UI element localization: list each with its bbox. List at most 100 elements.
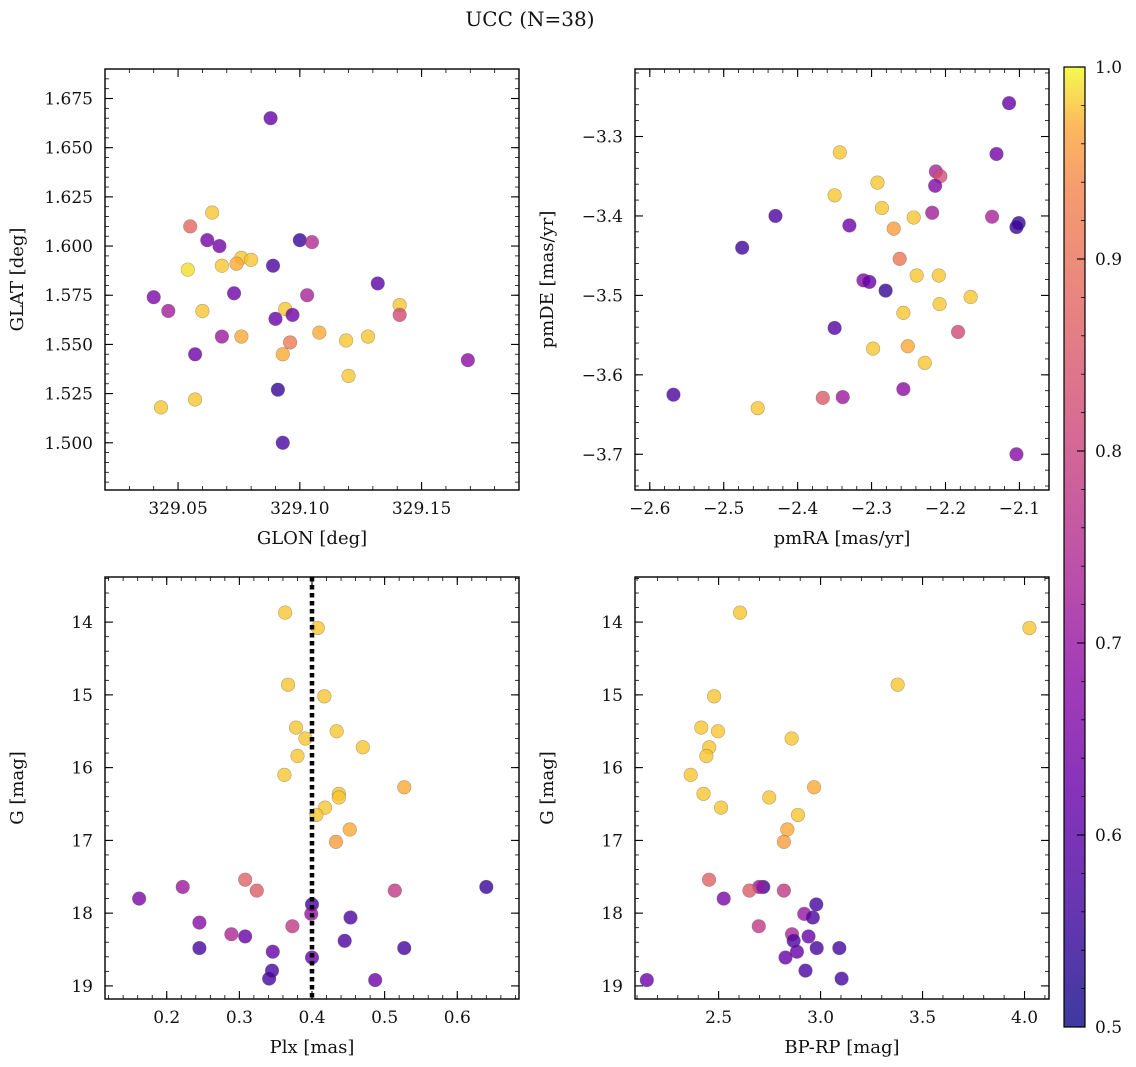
scatter-point	[205, 205, 220, 220]
x-tick-label: 329.15	[392, 499, 451, 519]
scatter-point	[343, 910, 358, 925]
scatter-point	[479, 879, 494, 895]
scatter-point	[1009, 219, 1024, 235]
y-tick-label: 17	[71, 831, 93, 851]
x-axis-label: pmRA [mas/yr]	[774, 528, 911, 549]
y-axis-label: G [mag]	[7, 751, 28, 824]
scatter-point	[265, 944, 280, 959]
plot-frame	[104, 68, 520, 491]
scatter-point	[360, 329, 376, 344]
scatter-point	[268, 311, 283, 326]
scatter-point	[153, 400, 169, 415]
scatter-point	[776, 883, 791, 898]
scatter-point	[229, 256, 244, 271]
scatter-point	[397, 940, 412, 956]
x-tick-label: 0.6	[444, 1008, 471, 1028]
scatter-point	[925, 205, 940, 220]
scatter-point	[304, 235, 320, 250]
scatter-point	[285, 307, 300, 323]
scatter-point	[832, 145, 847, 160]
scatter-point	[827, 320, 842, 336]
scatter-point	[285, 919, 300, 934]
x-axis-label: GLON [deg]	[257, 528, 367, 549]
y-tick-label: −3.5	[582, 286, 623, 306]
scatter-point	[827, 188, 842, 203]
scatter-point	[909, 268, 924, 283]
x-tick-label: 0.4	[298, 1008, 325, 1028]
scatter-point	[1022, 620, 1037, 636]
y-tick-label: 14	[601, 613, 623, 633]
colorbar-tick-label: 0.8	[1095, 442, 1122, 462]
scatter-point	[317, 689, 332, 704]
scatter-point	[341, 368, 356, 383]
x-tick-label: 329.10	[270, 499, 329, 519]
x-tick-label: 3.0	[807, 1008, 834, 1028]
scatter-point	[175, 879, 190, 895]
scatter-point	[355, 740, 370, 755]
scatter-point	[906, 210, 921, 225]
scatter-point	[183, 219, 198, 234]
scatter-point	[780, 822, 795, 837]
panel-pm: −2.6 −2.5 −2.4 −2.3 −2.2 −2.1 −3.7 −3.6 −3.5 −3.4…	[537, 68, 1050, 549]
scatter-point	[886, 221, 901, 236]
scatter-point	[896, 382, 911, 397]
scatter-point	[639, 972, 654, 988]
y-tick-label: 14	[71, 613, 93, 633]
scatter-point	[834, 971, 849, 986]
x-tick-label: 329.05	[148, 499, 207, 519]
scatter-point	[195, 303, 210, 319]
y-tick-label: −3.7	[582, 445, 623, 465]
colorbar-tick-label: 0.7	[1095, 634, 1122, 654]
y-tick-label: 1.600	[44, 237, 93, 257]
panel-cmd: 2.5 3.0 3.5 4.0 14 15 16 17 18 19 BP-RP [mag] G [ma…	[537, 576, 1050, 1058]
y-tick-label: 16	[601, 759, 623, 779]
scatter-point	[963, 289, 978, 305]
scatter-point	[188, 392, 203, 407]
scatter-point	[226, 286, 242, 301]
scatter-point	[862, 274, 877, 289]
scatter-point	[312, 325, 327, 340]
scatter-point	[200, 233, 215, 248]
scatter-point	[892, 251, 907, 266]
scatter-point	[683, 767, 698, 783]
scatter-point	[146, 290, 161, 305]
scatter-point	[329, 724, 344, 739]
scatter-point	[809, 897, 824, 912]
scatter-point	[277, 767, 292, 783]
scatter-point	[337, 933, 352, 948]
x-tick-label: 0.3	[226, 1008, 253, 1028]
scatter-point	[776, 834, 791, 849]
scatter-point	[280, 677, 296, 692]
scatter-point	[234, 329, 249, 344]
scatter-point	[1001, 96, 1017, 111]
scatter-point	[262, 971, 277, 986]
scatter-point	[931, 268, 946, 283]
scatter-point	[735, 240, 750, 255]
x-tick-label: 0.5	[371, 1008, 398, 1028]
scatter-point	[224, 927, 239, 942]
x-axis-label: BP-RP [mag]	[784, 1037, 899, 1058]
scatter-point	[263, 111, 278, 126]
panel-plx-g: 0.2 0.3 0.4 0.5 0.6 14 15 16 17 18 19 Plx [mas] G [m…	[7, 576, 520, 1058]
scatter-points	[146, 111, 475, 450]
y-tick-label: 16	[71, 759, 93, 779]
scatter-point	[701, 872, 717, 887]
y-axis-label: pmDE [mas/yr]	[537, 211, 558, 349]
scatter-point	[331, 790, 346, 805]
scatter-point	[368, 972, 383, 988]
scatter-point	[249, 883, 264, 898]
scatter-point	[192, 940, 207, 956]
scatter-point	[710, 724, 726, 739]
scatter-point	[238, 929, 253, 944]
scatter-point	[989, 146, 1004, 162]
colorbar-tick-label: 1.0	[1095, 58, 1122, 78]
x-axis-label: Plx [mas]	[270, 1037, 355, 1058]
y-tick-label: −3.4	[582, 207, 623, 227]
scatter-point	[890, 677, 905, 692]
scatter-point	[805, 910, 820, 925]
scatter-point	[300, 288, 315, 303]
panel-glon-glat: 329.05 329.10 329.15 1.500 1.525 1.550 1.575 1.…	[7, 68, 520, 549]
scatter-point	[732, 605, 748, 620]
scatter-point	[751, 919, 766, 934]
scatter-point	[784, 731, 799, 746]
